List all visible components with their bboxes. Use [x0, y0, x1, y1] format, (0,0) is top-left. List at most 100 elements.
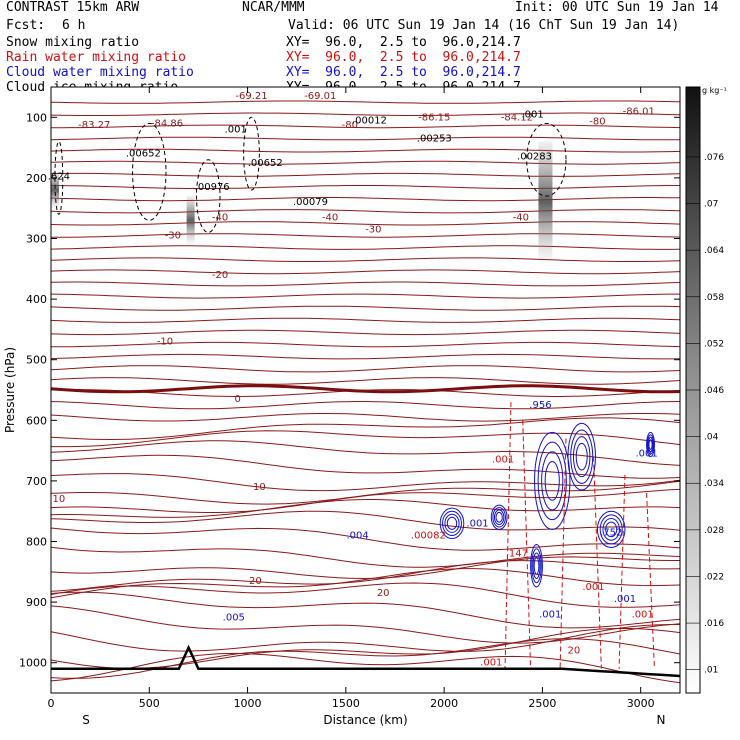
colorbar-tick-label: .07: [704, 200, 718, 210]
isotherm-line: [50, 582, 681, 608]
cloud-water-contour: [599, 514, 623, 545]
contour-label: 0: [235, 394, 241, 405]
cloud-water-contour: [537, 441, 567, 521]
contour-label: 20: [249, 576, 262, 587]
cloud-water-contour: [575, 442, 588, 471]
contour-label: .001: [632, 609, 654, 620]
contour-label: 20: [567, 646, 580, 657]
contour-label: -80: [589, 117, 605, 128]
cloud-water-contour: [646, 434, 655, 455]
y-tick-label: 800: [26, 536, 47, 549]
isotherm-line: [50, 591, 681, 629]
x-axis-label: Distance (km): [323, 713, 407, 727]
contour-label: -86.15: [418, 112, 450, 123]
y-tick-label: 200: [26, 172, 47, 185]
isotherm-line: [50, 209, 681, 214]
field-xy-rain: XY= 96.0, 2.5 to 96.0,214.7: [286, 50, 521, 65]
contour-label: -69.21: [235, 91, 267, 102]
contour-label: .00012: [352, 115, 387, 126]
isotherm-line: [50, 197, 681, 202]
north-label: N: [657, 713, 666, 727]
y-tick-label: 600: [26, 414, 47, 427]
cloud-water-contour: [605, 521, 618, 538]
cloud-water-contour: [439, 507, 465, 539]
isotherm-line: [50, 317, 681, 323]
contour-label: .624: [48, 172, 70, 183]
contour-label: 20: [377, 588, 390, 599]
contour-label: -69.01: [304, 91, 336, 102]
field-name-rain: Rain water mixing ratio: [6, 50, 187, 65]
isotherm-line: [50, 546, 681, 568]
contour-label: .001: [225, 124, 247, 135]
x-tick-label: 2500: [528, 697, 556, 710]
colorbar-tick-label: .04: [704, 433, 719, 443]
isotherm-line: [50, 257, 681, 262]
contour-label: -80: [342, 120, 358, 131]
plot-frame: [50, 86, 681, 694]
colorbar-tick-label: .022: [704, 572, 724, 582]
contour-label: -40: [212, 212, 228, 223]
rain-water-contour: [559, 438, 567, 669]
contour-label: -86.01: [623, 106, 655, 117]
colorbar-tick-label: .028: [704, 526, 724, 536]
cloud-water-contour: [531, 548, 542, 584]
snow-shading: [51, 171, 59, 209]
field-name-cloud-water: Cloud water mixing ratio: [6, 65, 194, 80]
isotherm-line: [51, 124, 681, 129]
cloud-water-contour: [532, 552, 541, 579]
isotherm-line: [50, 112, 681, 116]
isotherm-line: [50, 148, 681, 153]
isotherm-line: [50, 627, 681, 669]
isotherm-line: [50, 269, 681, 275]
contour-label: -83.27: [78, 120, 110, 131]
forecast-value: 6 h: [62, 18, 86, 33]
x-tick-label: 0: [48, 697, 55, 710]
cloud-water-contour: [534, 431, 571, 530]
colorbar-tick-label: .046: [704, 386, 724, 396]
colorbar-tick-label: .034: [704, 479, 724, 489]
rain-water-contour: [522, 420, 532, 669]
contour-label: .001: [521, 109, 543, 120]
rain-water-contour: [504, 402, 512, 669]
isotherm-line: [50, 160, 681, 165]
x-tick-label: 2000: [430, 697, 458, 710]
cloud-water-contour: [495, 511, 503, 523]
cloud-water-contour: [490, 504, 508, 530]
contour-label: -40: [322, 212, 338, 223]
contour-label: .00976: [195, 182, 230, 193]
isotherm-line: [50, 417, 681, 441]
forecast-label: Fcst:: [6, 18, 46, 33]
contour-label: .005: [223, 612, 245, 623]
isotherm-line: [51, 233, 681, 238]
cloud-ice-contour: [195, 159, 221, 233]
isotherm-line: [50, 377, 681, 385]
contour-label: -30: [165, 231, 181, 242]
contour-label: -20: [212, 270, 228, 281]
contour-label: -40: [513, 212, 529, 223]
terrain-line: [51, 644, 681, 678]
cloud-water-contour: [493, 509, 505, 526]
colorbar-tick-label: .058: [704, 293, 724, 303]
isotherm-line: [50, 624, 680, 652]
isotherm-line: [50, 136, 680, 141]
cloud-water-contour: [596, 510, 626, 549]
field-xy-cloud-water: XY= 96.0, 2.5 to 96.0,214.7: [286, 65, 521, 80]
colorbar-tick-label: .052: [704, 339, 724, 349]
isotherm-line: [50, 185, 680, 189]
cloud-water-contour: [492, 507, 506, 528]
isotherm-line: [50, 488, 681, 513]
x-tick-label: 500: [139, 697, 160, 710]
rain-water-contour: [646, 492, 655, 669]
isotherm-line: [51, 430, 681, 448]
x-tick-label: 1000: [234, 697, 262, 710]
cloud-ice-contour: [132, 122, 167, 221]
isotherm-line: [51, 341, 681, 348]
cloud-water-contour: [530, 544, 543, 588]
isotherm-line: [50, 556, 680, 580]
x-tick-label: 1500: [332, 697, 360, 710]
y-tick-label: 100: [26, 111, 47, 124]
contour-label: .00283: [517, 152, 552, 163]
colorbar-tick-label: .064: [704, 246, 724, 256]
contour-label: 10: [253, 482, 266, 493]
